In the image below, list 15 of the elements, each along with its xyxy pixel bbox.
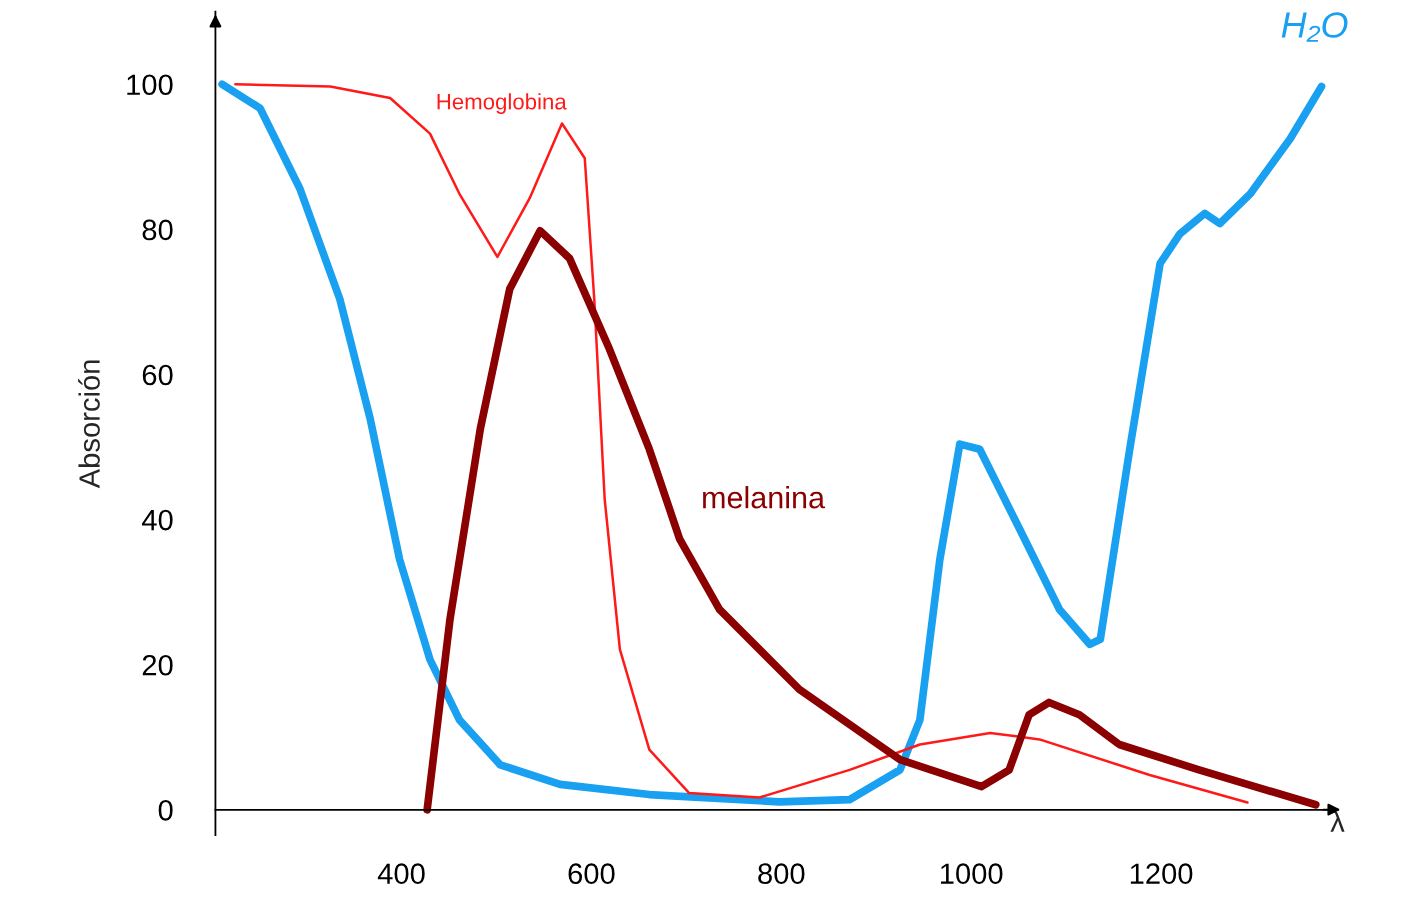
series-label: H₂O bbox=[1281, 12, 1348, 42]
x-tick-label: 800 bbox=[758, 863, 805, 885]
x-tick-label: 1000 bbox=[940, 863, 1003, 885]
y-tick-label: 100 bbox=[127, 74, 173, 96]
y-tick-label: 80 bbox=[142, 219, 173, 241]
y-tick-label: 60 bbox=[142, 364, 173, 386]
y-tick-label: 20 bbox=[142, 654, 173, 676]
x-tick-label: 400 bbox=[377, 863, 425, 885]
series-label: Hemoglobina bbox=[437, 93, 567, 114]
series-label: melanina bbox=[703, 486, 826, 509]
x-tick-label: 1200 bbox=[1130, 863, 1193, 885]
y-tick-label: 0 bbox=[158, 800, 173, 821]
y-tick-label: 40 bbox=[141, 509, 173, 531]
x-tick-label: 600 bbox=[568, 863, 615, 885]
y-axis-title: Absorción bbox=[78, 360, 100, 489]
